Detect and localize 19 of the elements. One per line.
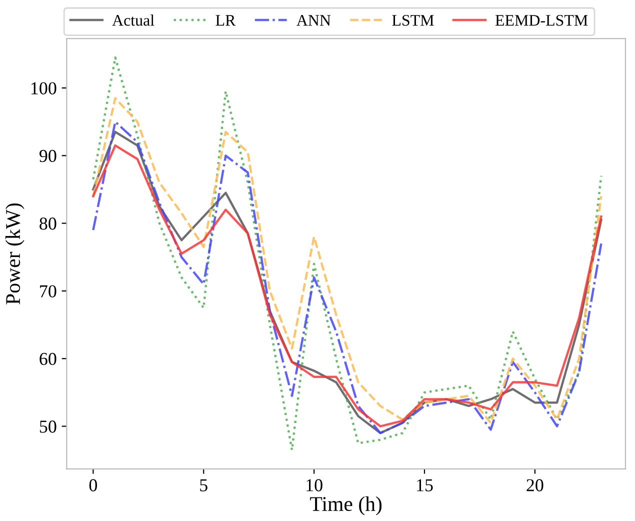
legend-label: LR	[216, 15, 236, 26]
x-tick-label: 5	[200, 479, 208, 492]
legend-label: ANN	[296, 15, 331, 26]
y-tick-label: 90	[39, 150, 56, 162]
legend-label: LSTM	[392, 14, 434, 26]
legend-label: Actual	[112, 14, 154, 26]
x-tick-label: 20	[526, 479, 544, 492]
line-series	[92, 56, 602, 452]
y-tick-label: 70	[40, 285, 56, 298]
y-tick-label: 100	[31, 82, 56, 94]
x-tick-label: 15	[417, 479, 433, 492]
y-tick-label: 50	[40, 420, 56, 433]
y-tick-label: 80	[40, 218, 56, 230]
y-tick-label: 60	[40, 352, 56, 366]
x-tick-label: 10	[306, 479, 322, 492]
x-tick-label: 0	[89, 479, 98, 492]
legend-label: EEMD-LSTM	[495, 14, 588, 26]
x-axis-title: Time (h)	[310, 496, 382, 516]
y-axis-title: Power (kW)	[5, 203, 24, 304]
